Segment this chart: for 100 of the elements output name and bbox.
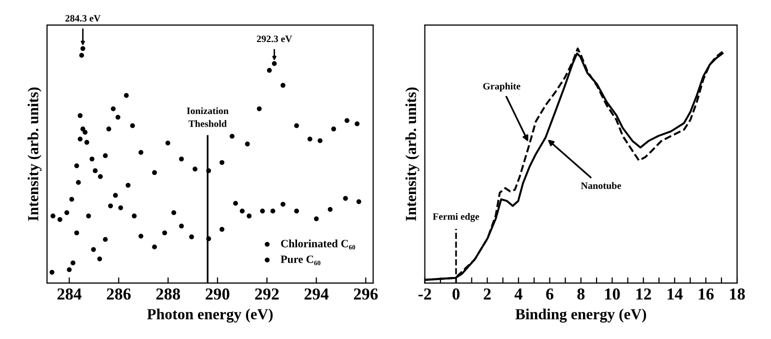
x-tick-label: 290 [206, 288, 230, 300]
point [233, 200, 238, 206]
point [50, 270, 54, 275]
point [66, 267, 72, 272]
x-tick-label: 10 [605, 288, 620, 300]
legend-label: Chlorinated C₆₀ [281, 240, 356, 250]
point [220, 160, 224, 165]
point [86, 214, 91, 218]
point [113, 192, 118, 198]
point [57, 217, 62, 222]
point [272, 61, 277, 66]
point [69, 196, 74, 202]
annotation: 284.3 eV [65, 15, 101, 22]
x-tick-label: 14 [668, 288, 683, 300]
point [50, 214, 56, 218]
y-axis-title: Intensity (arb. units) [405, 87, 420, 221]
point [179, 156, 184, 162]
point [165, 140, 170, 146]
point [102, 237, 108, 242]
annotation: Graphite [483, 82, 520, 92]
point [116, 114, 120, 120]
point [246, 214, 252, 218]
point [80, 46, 86, 51]
point [266, 68, 272, 73]
x-tick-label: -2 [418, 288, 432, 300]
point [74, 163, 80, 168]
point [110, 106, 116, 112]
x-tick-label: 288 [156, 288, 180, 300]
point [294, 123, 300, 128]
point [138, 234, 144, 239]
annotation: Nanotube [580, 182, 622, 189]
point [152, 244, 157, 250]
x-tick-label: 292 [255, 288, 279, 300]
point [307, 136, 312, 142]
point [314, 216, 319, 222]
point [152, 170, 157, 176]
point [82, 130, 88, 135]
point [70, 260, 76, 266]
point [280, 202, 286, 207]
x-tick-label: 0 [452, 288, 460, 300]
point [76, 180, 81, 185]
point [260, 208, 265, 214]
point [132, 214, 137, 218]
x-tick-label: 8 [577, 288, 585, 300]
ref-line-label: Fermi edge [432, 212, 480, 222]
point [124, 93, 129, 98]
x-tick-label: 286 [106, 288, 131, 300]
x-tick-label: 12 [636, 288, 652, 300]
point [230, 134, 235, 139]
point [78, 136, 83, 142]
x-tick-label: 284 [57, 288, 82, 300]
x-axis-title: Photon energy (eV) [147, 308, 273, 323]
point [318, 138, 322, 144]
point [90, 156, 94, 162]
point [280, 82, 286, 88]
point [189, 234, 194, 240]
point [244, 142, 250, 146]
point [220, 226, 224, 232]
point [108, 203, 113, 208]
point [171, 210, 176, 216]
point [118, 205, 124, 210]
point [79, 52, 84, 58]
x-tick-label: 16 [698, 288, 714, 300]
x-tick-label: 2 [484, 288, 491, 300]
point [331, 126, 336, 132]
point [138, 150, 144, 155]
x-tick-label: 294 [304, 288, 329, 300]
point [84, 140, 90, 145]
point [356, 199, 362, 204]
point [97, 256, 102, 262]
ref-line-label: Ionization Theshold [186, 107, 229, 128]
point [102, 153, 108, 158]
point [328, 206, 333, 212]
x-tick-label: 6 [546, 288, 554, 300]
point [162, 230, 168, 236]
point [343, 196, 348, 201]
point [240, 208, 245, 214]
point [98, 174, 103, 180]
annotation: 292.3 eV [256, 36, 292, 42]
x-tick-label: 4 [514, 288, 522, 300]
point [92, 168, 98, 174]
point [106, 126, 112, 132]
point [294, 208, 300, 214]
point [130, 123, 135, 128]
x-tick-label: 18 [730, 288, 745, 300]
point [91, 247, 96, 252]
point [179, 224, 184, 229]
point [78, 113, 83, 118]
point [270, 208, 276, 214]
point [256, 106, 262, 112]
point [64, 210, 70, 216]
legend-label: Pure C₆₀ [280, 256, 320, 266]
point [74, 230, 80, 236]
x-axis-title: Binding energy (eV) [515, 308, 646, 323]
x-tick-label: 296 [354, 288, 378, 300]
point [80, 126, 86, 132]
point [354, 121, 360, 126]
point [344, 118, 350, 123]
y-axis-title: Intensity (arb. units) [28, 87, 42, 221]
point [192, 166, 198, 172]
